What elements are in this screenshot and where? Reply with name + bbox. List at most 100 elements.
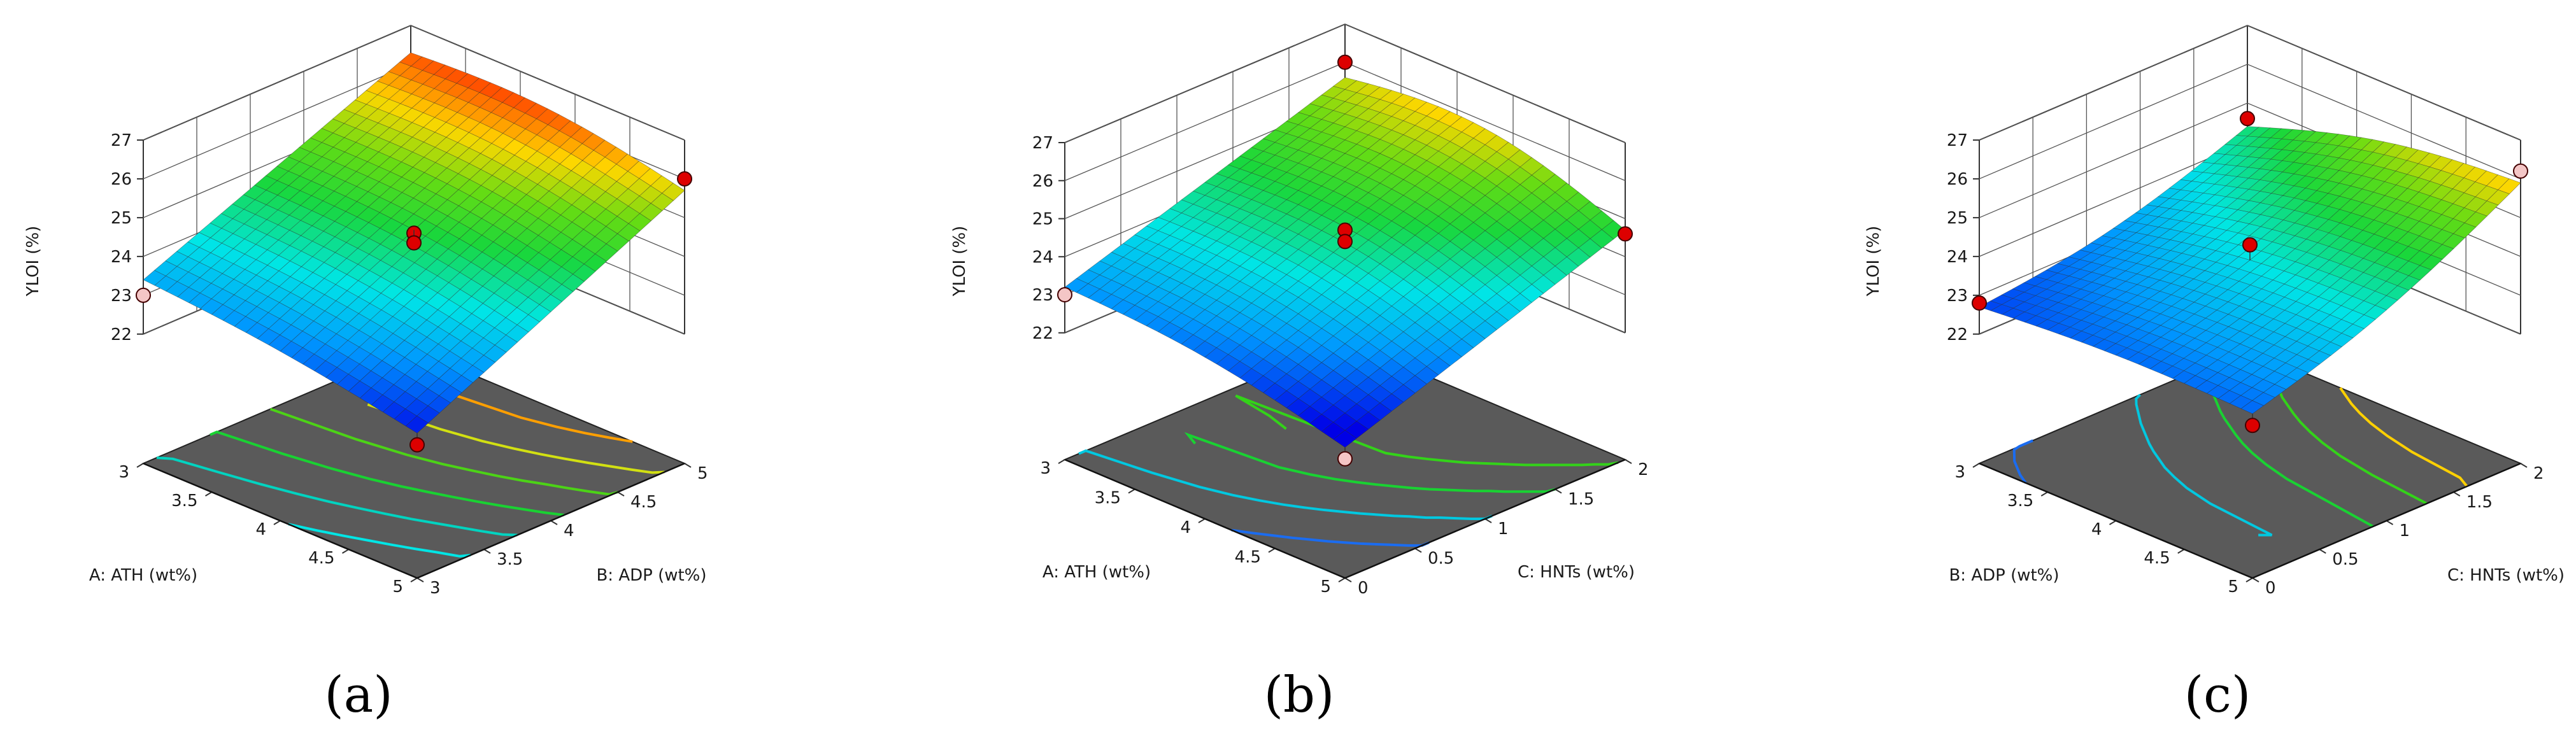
design-point [409,437,425,453]
y-tick-mark [550,520,558,525]
contour-line [367,403,665,474]
x-tick-label: 3 [1954,463,1965,482]
grid-line-z [1979,25,2521,141]
z-tick-label: 24 [1032,248,1053,267]
x-tick-label: 3.5 [1095,489,1121,508]
x-tick-mark [136,463,144,468]
design-point [406,235,422,251]
y-tick-label: 0.5 [1428,549,1454,568]
y-tick-label: 2 [1638,460,1649,479]
x-axis-label: B: ADP (wt%) [1949,566,2059,585]
x-tick-mark [341,549,350,554]
contour-line [156,456,518,537]
x-tick-label: 3.5 [171,491,197,511]
contour-line [288,523,471,558]
y-tick-label: 0 [2265,579,2276,598]
design-point [1337,234,1353,250]
design-point [1057,287,1072,303]
design-point [677,171,692,187]
z-tick-label: 22 [1947,325,1968,344]
x-tick-mark [273,520,281,525]
y-tick-mark [2520,463,2528,468]
design-point [2513,163,2528,179]
y-tick-mark [684,463,692,468]
contour-line [1235,394,1619,467]
y-tick-mark [1555,488,1562,494]
design-point [2245,418,2260,434]
z-tick-label: 25 [111,209,132,228]
y-axis-label: B: ADP (wt%) [596,566,706,585]
contour-line [210,430,565,516]
contour-line [1078,449,1493,520]
x-tick-label: 5 [2228,577,2238,596]
x-tick-label: 3 [1040,459,1051,478]
x-axis-label: A: ATH (wt%) [89,566,197,585]
y-tick-mark [2252,577,2259,582]
y-axis-label: C: HNTs (wt%) [2447,566,2565,585]
y-tick-label: 1.5 [1568,490,1594,509]
panel-c: 22 23 24 25 26 27 3 3.5 4 4.5 5 0 0.5 1 1.5 2 (c) YLOI (%… [1864,25,2565,724]
z-tick-label: 23 [1032,286,1053,305]
x-tick-label: 5 [1320,577,1331,596]
y-tick-mark [617,491,625,497]
x-tick-mark [1128,488,1135,494]
y-tick-mark [1344,577,1352,582]
grid-line-z [1979,64,2521,180]
panel-a: 22 23 24 25 26 27 3 3.5 4 4.5 5 3 3.5 4 4.5 5 (a) YLOI (%… [24,25,708,724]
x-axis-label: A: ATH (wt%) [1042,563,1151,582]
z-tick-label: 24 [111,248,132,267]
z-tick-label: 23 [111,286,132,306]
y-tick-label: 1 [2400,521,2410,540]
z-axis-label: YLOI (%) [1864,226,1883,297]
design-point [2242,237,2258,253]
y-tick-mark [483,549,491,554]
response-surface [143,52,685,434]
y-tick-label: 0 [1358,579,1369,598]
x-tick-label: 4 [255,520,266,539]
contour-line [1231,528,1430,547]
y-tick-label: 1 [1498,519,1509,539]
y-tick-label: 2 [2533,464,2544,483]
x-tick-mark [2245,577,2253,582]
z-tick-label: 27 [111,131,132,150]
z-tick-label: 26 [1947,170,1968,189]
floor-front-edge [143,462,685,579]
grid-line-z [143,25,685,141]
z-axis-label: YLOI (%) [950,226,969,297]
x-tick-mark [1058,459,1065,464]
x-tick-mark [410,577,418,582]
surface-patch [2240,400,2265,414]
z-tick-label: 22 [111,325,132,344]
y-tick-label: 4.5 [630,493,657,512]
x-tick-mark [1972,463,1980,468]
z-tick-label: 26 [1032,172,1053,191]
contour-line [269,407,618,496]
y-tick-mark [416,577,424,582]
x-tick-label: 3.5 [2007,491,2033,511]
x-tick-label: 4.5 [308,549,334,568]
z-tick-label: 22 [1032,324,1053,343]
x-tick-label: 3 [118,463,129,482]
y-tick-label: 3 [430,579,441,598]
y-tick-label: 5 [697,464,708,483]
y-tick-mark [1484,518,1492,523]
panel-caption: (b) [1264,667,1335,724]
z-tick-label: 23 [1947,286,1968,306]
x-tick-mark [204,491,213,497]
y-tick-mark [1414,547,1422,553]
z-tick-label: 25 [1947,209,1968,228]
grid-line-z [1064,24,1626,143]
y-tick-mark [2319,549,2326,554]
z-tick-label: 24 [1947,248,1968,267]
surface-patch [405,416,429,434]
contour-line [2012,439,2033,484]
y-tick-mark [1625,459,1632,464]
z-tick-label: 27 [1032,134,1053,153]
design-point [1972,295,1987,311]
panel-caption: (c) [2184,667,2251,724]
x-tick-mark [1198,518,1206,523]
contour-line [1184,432,1556,493]
design-point [1337,451,1353,467]
x-tick-label: 4 [2091,520,2102,539]
